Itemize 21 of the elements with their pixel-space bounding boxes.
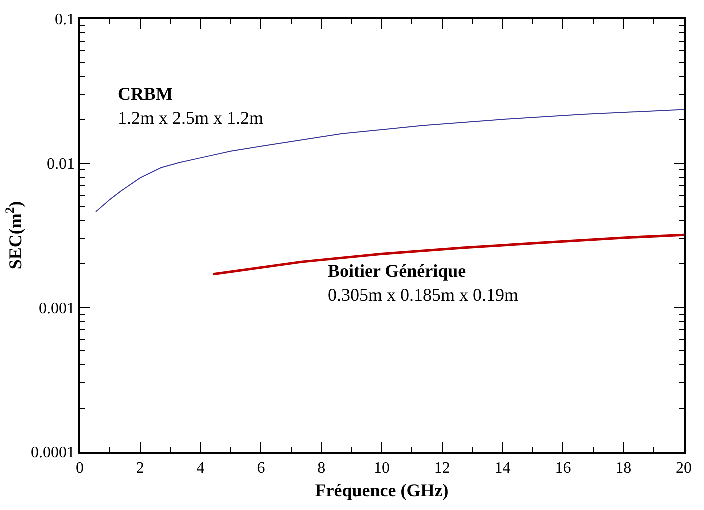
x-tick-label: 6 — [257, 460, 266, 477]
annotation: CRBM — [118, 84, 174, 104]
x-tick-label: 18 — [616, 460, 632, 477]
annotation: Boitier Générique — [328, 261, 466, 281]
y-tick-label: 0.01 — [47, 156, 76, 173]
x-tick-label: 20 — [676, 460, 692, 477]
x-tick-label: 12 — [434, 460, 450, 477]
x-tick-label: 14 — [494, 460, 511, 477]
x-tick-label: 8 — [318, 460, 326, 477]
x-tick-label: 10 — [374, 460, 390, 477]
annotation: 1.2m x 2.5m x 1.2m — [118, 108, 264, 128]
y-tick-label: 0.1 — [55, 12, 76, 29]
x-axis-title: Fréquence (GHz) — [315, 480, 449, 501]
y-tick-label: 0.0001 — [31, 444, 76, 462]
x-tick-label: 4 — [196, 460, 205, 477]
line-series — [96, 109, 684, 213]
x-tick-label: 0 — [76, 460, 84, 477]
annotation: 0.305m x 0.185m x 0.19m — [328, 285, 519, 305]
y-tick-label: 0.001 — [39, 300, 76, 318]
x-tick-label: 2 — [136, 460, 144, 477]
x-tick-label: 16 — [555, 460, 572, 477]
